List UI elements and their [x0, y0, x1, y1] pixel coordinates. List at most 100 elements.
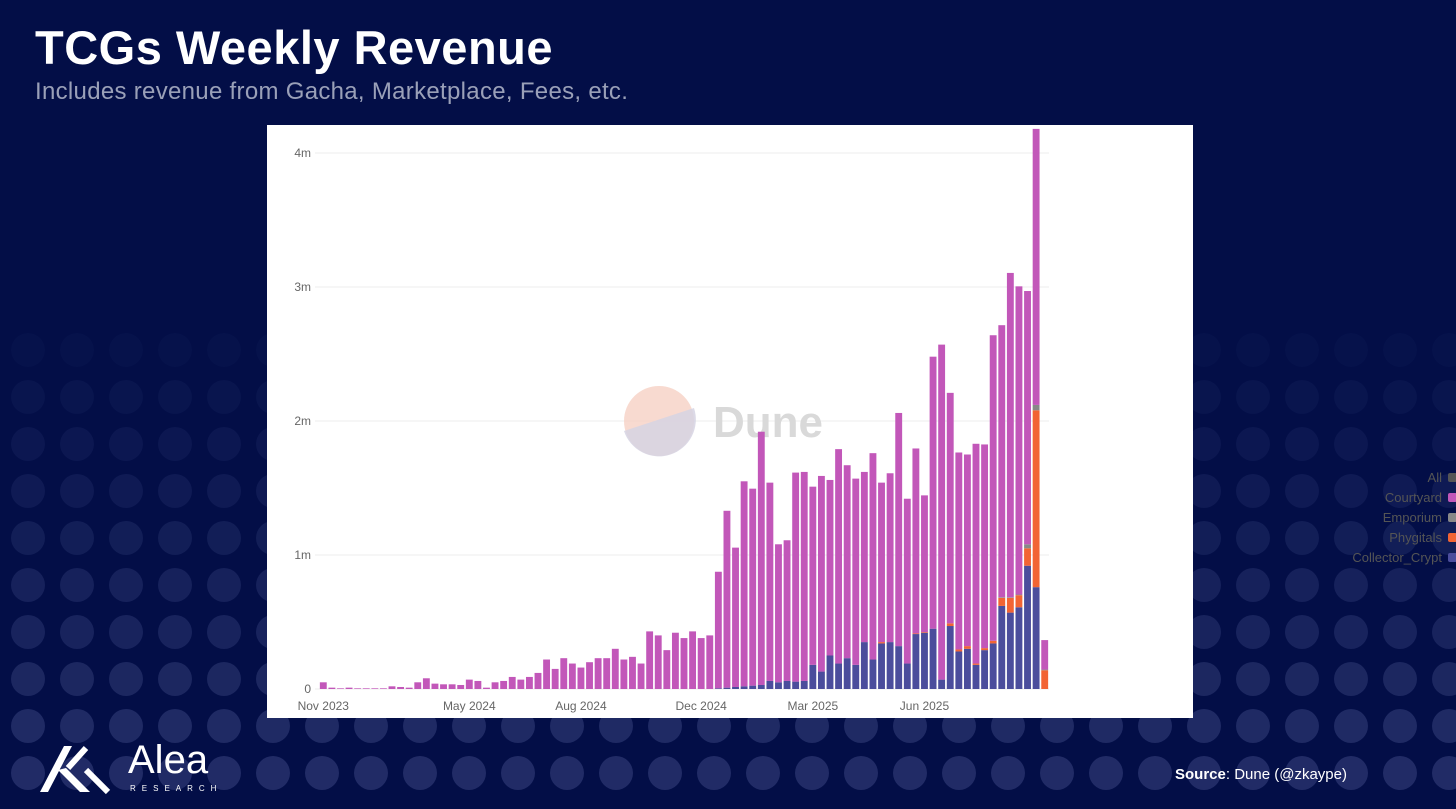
bar-segment-courtyard[interactable]	[972, 443, 980, 664]
bar-segment-emporium[interactable]	[1024, 544, 1031, 549]
bar-segment-courtyard[interactable]	[560, 658, 568, 689]
bar-segment-collector-crypt[interactable]	[938, 679, 946, 689]
bar-segment-courtyard[interactable]	[757, 431, 765, 685]
bar-segment-courtyard[interactable]	[1032, 128, 1040, 405]
bar-segment-emporium[interactable]	[1006, 597, 1014, 598]
bar-segment-collector-crypt[interactable]	[903, 663, 911, 689]
bar-segment-courtyard[interactable]	[474, 680, 482, 689]
bar-segment-courtyard[interactable]	[723, 510, 731, 688]
bar-segment-courtyard[interactable]	[646, 631, 654, 689]
bar-segment-courtyard[interactable]	[835, 449, 843, 664]
bar-segment-phygitals[interactable]	[946, 623, 954, 627]
bar-segment-courtyard[interactable]	[912, 448, 920, 634]
bar-segment-collector-crypt[interactable]	[775, 682, 782, 689]
bar-segment-collector-crypt[interactable]	[878, 643, 885, 689]
bar-segment-courtyard[interactable]	[998, 325, 1006, 598]
bar-segment-collector-crypt[interactable]	[989, 643, 997, 689]
bar-segment-collector-crypt[interactable]	[998, 605, 1006, 689]
bar-segment-courtyard[interactable]	[946, 392, 954, 624]
bar-segment-courtyard[interactable]	[405, 687, 413, 689]
bar-segment-phygitals[interactable]	[955, 649, 963, 652]
bar-segment-courtyard[interactable]	[414, 682, 422, 689]
bar-segment-courtyard[interactable]	[775, 544, 782, 683]
bar-segment-courtyard[interactable]	[397, 686, 405, 689]
bar-segment-courtyard[interactable]	[714, 571, 722, 689]
bar-segment-courtyard[interactable]	[1015, 286, 1023, 595]
bar-segment-collector-crypt[interactable]	[895, 646, 903, 689]
bar-segment-courtyard[interactable]	[766, 482, 774, 681]
bar-segment-courtyard[interactable]	[792, 472, 800, 682]
bar-segment-courtyard[interactable]	[431, 683, 439, 689]
bar-segment-collector-crypt[interactable]	[732, 686, 739, 689]
bar-segment-courtyard[interactable]	[671, 632, 679, 689]
bar-segment-courtyard[interactable]	[354, 688, 362, 689]
bar-segment-courtyard[interactable]	[689, 631, 697, 689]
bar-segment-collector-crypt[interactable]	[817, 671, 825, 689]
legend-item[interactable]: Emporium	[1327, 507, 1456, 527]
bar-segment-courtyard[interactable]	[629, 656, 636, 689]
bar-segment-courtyard[interactable]	[620, 659, 628, 689]
legend-item[interactable]: Phygitals	[1327, 527, 1456, 547]
bar-segment-courtyard[interactable]	[483, 687, 490, 689]
bar-segment-courtyard[interactable]	[826, 479, 834, 656]
bar-segment-collector-crypt[interactable]	[826, 655, 834, 690]
bar-segment-courtyard[interactable]	[534, 672, 542, 689]
bar-segment-courtyard[interactable]	[491, 682, 499, 689]
bar-segment-courtyard[interactable]	[551, 668, 559, 689]
bar-segment-courtyard[interactable]	[903, 498, 911, 664]
bar-segment-courtyard[interactable]	[337, 688, 344, 689]
legend-item[interactable]: All	[1327, 467, 1456, 487]
bar-segment-collector-crypt[interactable]	[929, 628, 937, 689]
bar-segment-courtyard[interactable]	[878, 482, 885, 643]
bar-segment-collector-crypt[interactable]	[809, 664, 817, 689]
bar-segment-courtyard[interactable]	[963, 454, 971, 647]
bar-segment-collector-crypt[interactable]	[1024, 565, 1031, 689]
bar-segment-courtyard[interactable]	[586, 662, 593, 689]
bar-segment-collector-crypt[interactable]	[981, 650, 989, 689]
bar-segment-courtyard[interactable]	[852, 478, 860, 665]
bar-segment-collector-crypt[interactable]	[835, 663, 843, 689]
bar-segment-collector-crypt[interactable]	[1006, 612, 1014, 689]
bar-segment-emporium[interactable]	[1015, 594, 1023, 596]
bar-segment-collector-crypt[interactable]	[852, 664, 860, 689]
bar-segment-courtyard[interactable]	[955, 452, 963, 650]
bar-segment-courtyard[interactable]	[448, 684, 456, 689]
bar-segment-collector-crypt[interactable]	[921, 632, 928, 689]
bar-segment-courtyard[interactable]	[749, 488, 757, 686]
bar-segment-collector-crypt[interactable]	[963, 648, 971, 689]
bar-segment-courtyard[interactable]	[886, 473, 894, 643]
bar-segment-phygitals[interactable]	[1015, 595, 1023, 608]
bar-segment-collector-crypt[interactable]	[955, 651, 963, 689]
bar-segment-courtyard[interactable]	[525, 676, 533, 689]
legend-item[interactable]: Collector_Crypt	[1327, 547, 1456, 567]
bar-segment-collector-crypt[interactable]	[749, 685, 757, 689]
bar-segment-courtyard[interactable]	[800, 471, 808, 681]
bar-segment-collector-crypt[interactable]	[740, 686, 748, 689]
bar-segment-courtyard[interactable]	[508, 676, 516, 689]
bar-segment-courtyard[interactable]	[654, 635, 662, 689]
bar-segment-emporium[interactable]	[1041, 669, 1049, 671]
bar-segment-courtyard[interactable]	[362, 688, 370, 689]
bar-segment-courtyard[interactable]	[740, 481, 748, 687]
bar-segment-courtyard[interactable]	[981, 444, 989, 649]
bar-segment-phygitals[interactable]	[912, 633, 920, 635]
bar-segment-courtyard[interactable]	[706, 635, 714, 689]
bar-segment-collector-crypt[interactable]	[1032, 587, 1040, 689]
bar-segment-emporium[interactable]	[1032, 404, 1040, 411]
bar-segment-phygitals[interactable]	[921, 632, 928, 633]
bar-segment-courtyard[interactable]	[422, 678, 430, 689]
bar-segment-phygitals[interactable]	[878, 642, 885, 644]
bar-segment-courtyard[interactable]	[929, 356, 937, 629]
bar-segment-courtyard[interactable]	[577, 667, 585, 689]
bar-segment-courtyard[interactable]	[388, 686, 396, 689]
bar-segment-courtyard[interactable]	[345, 687, 353, 689]
bar-segment-courtyard[interactable]	[568, 663, 576, 689]
bar-segment-courtyard[interactable]	[440, 684, 447, 689]
bar-segment-phygitals[interactable]	[972, 663, 980, 665]
bar-segment-collector-crypt[interactable]	[869, 659, 877, 689]
bar-segment-courtyard[interactable]	[637, 663, 645, 689]
bar-segment-courtyard[interactable]	[465, 679, 473, 689]
bar-segment-courtyard[interactable]	[869, 453, 877, 660]
bar-segment-phygitals[interactable]	[1032, 410, 1040, 588]
bar-segment-courtyard[interactable]	[319, 682, 327, 689]
